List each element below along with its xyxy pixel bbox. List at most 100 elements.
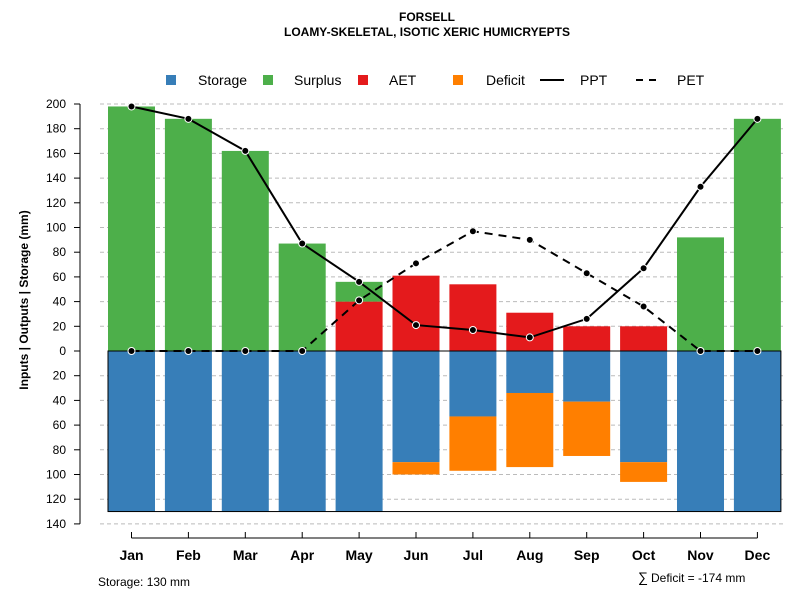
ppt-point <box>355 277 364 286</box>
pet-point <box>696 347 705 355</box>
surplus-bar <box>164 118 212 351</box>
legend-label-surplus: Surplus <box>294 72 341 88</box>
storage-bar <box>506 351 554 393</box>
ppt-line <box>131 105 759 339</box>
x-tick-label-may: May <box>345 547 372 563</box>
y-tick-label: 60 <box>53 418 67 432</box>
pet-point <box>298 347 307 355</box>
storage-bar <box>335 351 383 512</box>
y-tick-label: 0 <box>59 344 66 358</box>
ppt-point <box>127 102 136 111</box>
surplus-bar <box>221 150 269 351</box>
deficit-bar <box>563 401 611 456</box>
ppt-point <box>582 314 591 323</box>
legend-label-aet: AET <box>389 72 417 88</box>
ppt-point <box>184 114 193 123</box>
x-tick-label-feb: Feb <box>176 547 201 563</box>
legend-swatch-surplus <box>263 75 273 85</box>
y-tick-label: 20 <box>53 319 67 333</box>
x-axis: Jan Feb Mar Apr May Jun Jul Aug Sep Oct Nov Dec <box>119 532 770 563</box>
storage-bar <box>733 351 781 512</box>
y-tick-label: 140 <box>46 517 66 531</box>
aet-bar <box>449 284 497 351</box>
legend: Storage Surplus AET Deficit PPT PET <box>166 72 705 88</box>
surplus-bar <box>733 118 781 351</box>
storage-bar <box>620 351 668 463</box>
y-tick-label: 20 <box>53 369 67 383</box>
deficit-bar <box>506 392 554 468</box>
chart-title: FORSELL <box>399 10 455 24</box>
aet-bar <box>335 301 383 351</box>
storage-bar <box>221 351 269 512</box>
ppt-point <box>753 114 762 123</box>
surplus-bar <box>108 106 155 351</box>
y-tick-label: 80 <box>53 443 67 457</box>
pet-point <box>355 296 364 305</box>
y-tick-label: 80 <box>53 245 67 259</box>
x-tick-label-sep: Sep <box>574 547 600 563</box>
storage-bar <box>392 351 440 463</box>
x-tick-label-aug: Aug <box>516 547 543 563</box>
y-axis-label: Inputs | Outputs | Storage (mm) <box>17 210 31 389</box>
storage-bar <box>563 351 611 402</box>
pet-line <box>131 230 758 352</box>
y-tick-label: 200 <box>46 97 66 111</box>
legend-label-deficit: Deficit <box>486 72 525 88</box>
y-tick-label: 100 <box>46 468 66 482</box>
x-tick-label-jan: Jan <box>119 547 143 563</box>
storage-bar <box>164 351 212 512</box>
pet-point <box>127 347 136 355</box>
deficit-bar <box>392 462 440 475</box>
chart-subtitle: LOAMY-SKELETAL, ISOTIC XERIC HUMICRYEPTS <box>284 25 570 39</box>
storage-bar <box>108 351 155 512</box>
bars <box>108 106 781 512</box>
y-tick-label: 120 <box>46 492 66 506</box>
storage-bar <box>278 351 326 512</box>
deficit-bar <box>620 462 668 482</box>
x-tick-label-mar: Mar <box>233 547 258 563</box>
pet-point <box>639 302 648 311</box>
x-tick-label-oct: Oct <box>632 547 656 563</box>
ppt-point <box>241 146 250 155</box>
y-tick-label: 40 <box>53 393 67 407</box>
pet-point <box>525 235 534 244</box>
aet-bar <box>620 326 668 351</box>
pet-point <box>241 347 250 355</box>
pet-point <box>753 347 762 355</box>
ppt-point <box>696 182 705 191</box>
y-tick-label: 60 <box>53 270 67 284</box>
pet-point <box>184 347 193 355</box>
legend-swatch-aet <box>358 75 368 85</box>
ppt-point <box>639 264 648 273</box>
y-tick-label: 180 <box>46 122 66 136</box>
legend-label-storage: Storage <box>198 72 247 88</box>
ppt-point <box>525 333 534 342</box>
x-tick-label-jun: Jun <box>404 547 429 563</box>
x-tick-label-dec: Dec <box>745 547 771 563</box>
ppt-point <box>468 326 477 335</box>
x-tick-label-jul: Jul <box>463 547 483 563</box>
pet-point <box>412 259 420 268</box>
surplus-bar <box>335 281 383 302</box>
ppt-point <box>412 321 420 330</box>
y-tick-label: 40 <box>53 295 67 309</box>
storage-footnote: Storage: 130 mm <box>98 575 190 589</box>
legend-label-pet: PET <box>677 72 705 88</box>
surplus-bar <box>677 237 724 351</box>
legend-label-ppt: PPT <box>580 72 608 88</box>
storage-capacity-box <box>107 350 782 513</box>
surplus-bar <box>278 243 326 351</box>
legend-swatch-storage <box>166 75 176 85</box>
y-tick-label: 160 <box>46 146 66 160</box>
deficit-footnote: Deficit = -174 mm <box>651 571 745 585</box>
ppt-point <box>298 239 307 248</box>
y-tick-label: 120 <box>46 196 66 210</box>
pet-point <box>468 227 477 236</box>
x-tick-label-nov: Nov <box>687 547 714 563</box>
series-lines <box>127 102 762 355</box>
deficit-bar <box>449 416 497 471</box>
storage-bar <box>677 351 724 512</box>
sigma-symbol: ∑ <box>638 569 648 585</box>
legend-swatch-deficit <box>453 75 463 85</box>
